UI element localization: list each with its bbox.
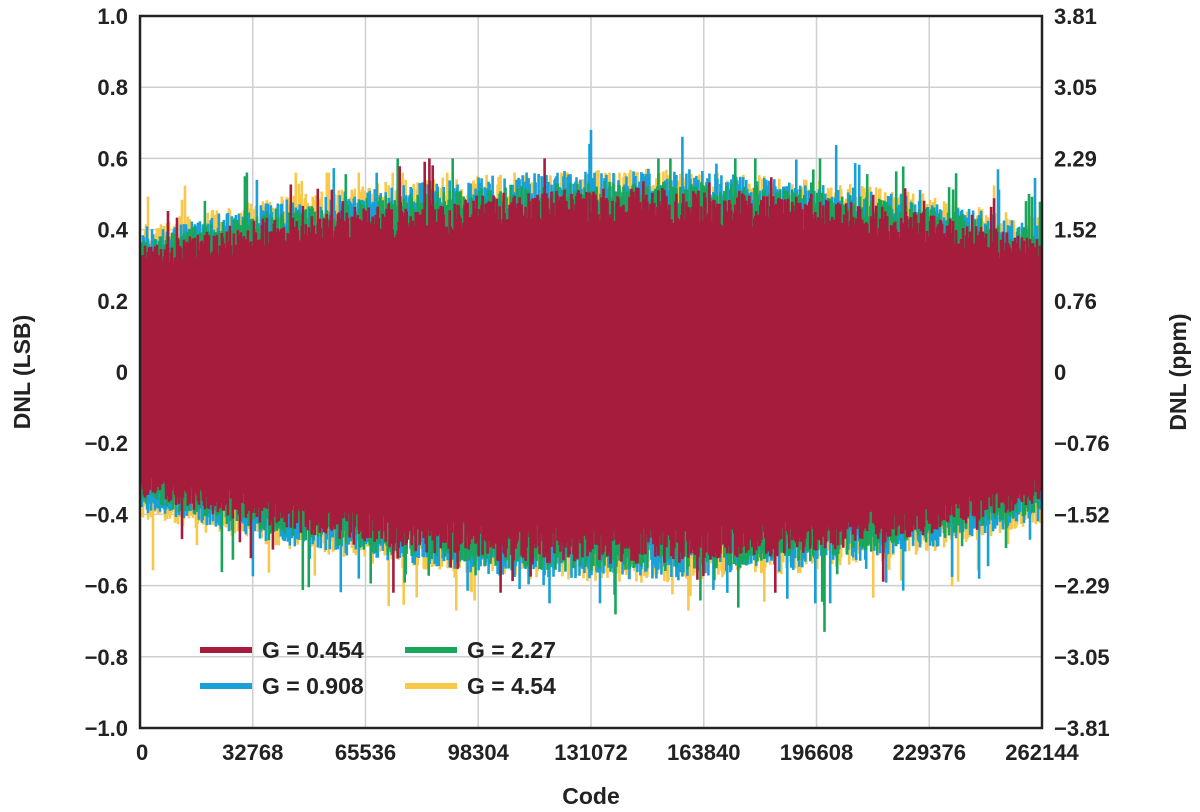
left-y-tick-label: −0.6	[85, 574, 128, 599]
series-g-0-454	[140, 158, 1042, 593]
left-y-tick-label: −0.8	[85, 645, 128, 670]
x-tick-label: 163840	[667, 740, 740, 765]
left-y-tick-label: 0.2	[97, 289, 128, 314]
series-layer	[140, 129, 1042, 632]
legend-label: G = 0.454	[262, 637, 364, 663]
left-y-tick-label: −0.2	[85, 431, 128, 456]
left-y-tick-label: 0.6	[97, 146, 128, 171]
legend-label: G = 0.908	[262, 673, 364, 699]
x-tick-label: 32768	[222, 740, 283, 765]
x-tick-label: 98304	[448, 740, 510, 765]
left-y-axis-label: DNL (LSB)	[9, 315, 35, 430]
right-y-tick-label: −1.52	[1054, 502, 1110, 527]
left-y-tick-label: 0	[116, 360, 128, 385]
x-axis-label: Code	[562, 783, 620, 809]
right-y-tick-label: 3.05	[1054, 75, 1097, 100]
x-tick-label: 196608	[780, 740, 853, 765]
left-y-tick-label: 1.0	[97, 4, 128, 29]
left-y-tick-label: 0.8	[97, 75, 128, 100]
right-y-tick-label: 0.76	[1054, 289, 1097, 314]
left-y-tick-label: −0.4	[85, 502, 129, 527]
series-spikes	[140, 158, 1042, 593]
legend-label: G = 4.54	[467, 673, 556, 699]
right-y-axis-label: DNL (ppm)	[1165, 313, 1191, 430]
right-y-tick-label: 0	[1054, 360, 1066, 385]
x-tick-label: 229376	[893, 740, 966, 765]
left-y-tick-label: −1.0	[85, 716, 128, 741]
plot-frame	[138, 14, 1044, 730]
right-y-tick-label: 2.29	[1054, 146, 1097, 171]
x-tick-label: 65536	[335, 740, 396, 765]
right-y-tick-label: 1.52	[1054, 218, 1097, 243]
left-y-ticks: 1.0 0.8 0.6 0.4 0.2 0 −0.2 −0.4 −0.6 −0.8 −1.0	[85, 4, 129, 741]
right-y-tick-label: −3.81	[1054, 716, 1110, 741]
legend: G = 0.454 G = 2.27 G = 0.908 G = 4.54	[200, 637, 556, 699]
right-y-tick-label: 3.81	[1054, 4, 1097, 29]
left-y-tick-label: 0.4	[97, 218, 128, 243]
right-y-tick-label: −0.76	[1054, 431, 1110, 456]
right-y-tick-label: −2.29	[1054, 574, 1110, 599]
x-tick-label: 131072	[554, 740, 627, 765]
plot-area	[140, 129, 1042, 632]
right-y-ticks: 3.81 3.05 2.29 1.52 0.76 0 −0.76 −1.52 −2.29 −3.0…	[1054, 4, 1110, 741]
x-tick-label: 262144	[1005, 740, 1079, 765]
x-ticks: 0 32768 65536 98304 131072 163840 196608 229376…	[136, 740, 1079, 765]
x-tick-label: 0	[136, 740, 148, 765]
right-y-tick-label: −3.05	[1054, 645, 1110, 670]
legend-label: G = 2.27	[467, 637, 556, 663]
